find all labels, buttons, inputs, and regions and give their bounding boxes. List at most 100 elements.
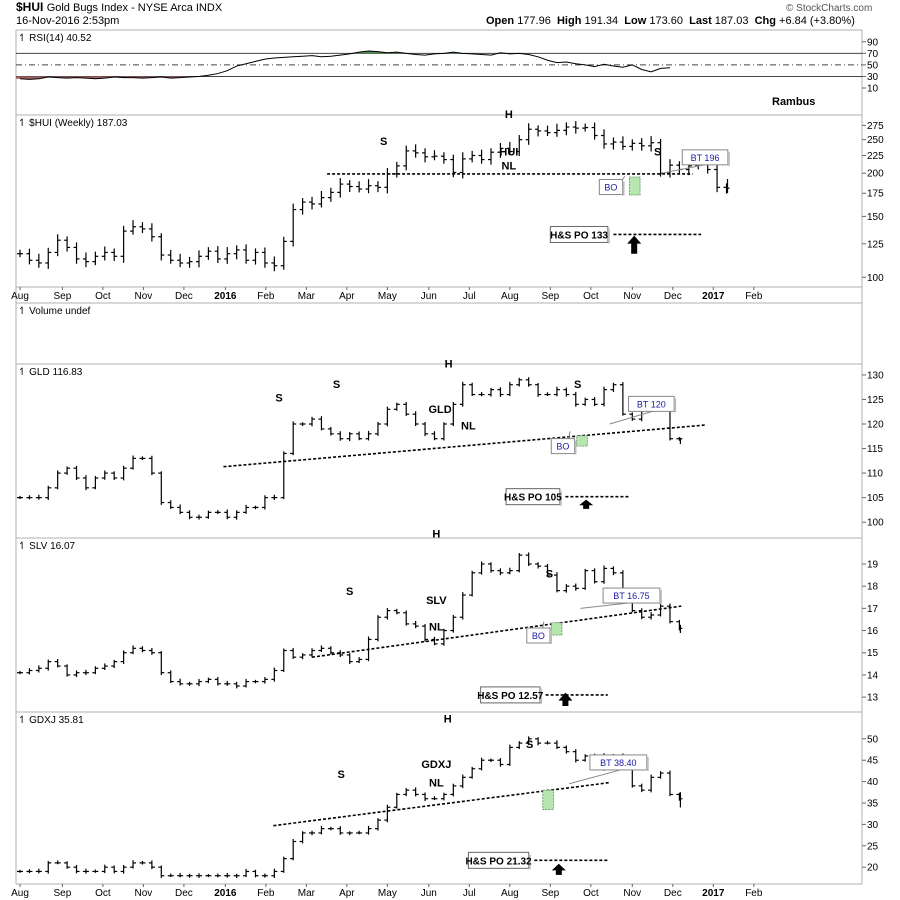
ohlc-bar-slv [469, 570, 476, 597]
ohlc-bar-gdxj [139, 860, 146, 865]
ohlc-bar-gld [563, 387, 570, 397]
ohlc-bar-gld [469, 382, 476, 397]
pattern-label-hui: H [505, 109, 513, 121]
ohlc-bar-gld [610, 382, 617, 392]
pattern-label-gld: S [275, 392, 282, 404]
ohlc-bar-hui [26, 248, 33, 265]
pane-title-volume: ↿ Volume undef [18, 306, 91, 317]
ohlc-bar-gdxj [469, 766, 476, 779]
ohlc-bar-hui [365, 179, 372, 194]
y-tick-label-hui: 200 [867, 169, 884, 180]
ohlc-bar-gld [186, 510, 193, 520]
callout-shadow-slv [659, 590, 662, 605]
ohlc-bar-gdxj [35, 868, 42, 874]
callout-text-hui: BO [604, 183, 617, 193]
ohlc-bar-hui [148, 223, 155, 242]
ohlc-bar-gdxj [158, 865, 165, 878]
ohlc-bar-slv [252, 679, 259, 684]
ohlc-bar-gld [356, 431, 363, 441]
ohlc-bar-gld [619, 382, 626, 416]
ohlc-bar-gdxj [167, 873, 174, 878]
x-tick-label-bottom: Dec [664, 888, 682, 899]
ohlc-bar-slv [290, 647, 297, 659]
ohlc-bar-gdxj [516, 741, 523, 750]
x-tick-label-hui: Sep [53, 291, 71, 302]
ohlc-bar-hui [252, 248, 259, 265]
ohlc-bar-gdxj [101, 864, 108, 874]
ohlc-bar-gdxj [73, 864, 80, 874]
ohlc-bar-hui [497, 143, 504, 158]
callout-pointer-gld [609, 409, 657, 425]
callout-text-slv: BT 16.75 [613, 591, 649, 601]
ohlc-bar-gld [309, 416, 316, 427]
rambus-label: Rambus [772, 96, 815, 108]
ohlc-bar-hui [610, 137, 617, 150]
ohlc-bar-gdxj [195, 873, 202, 878]
ohlc-bar-slv [553, 572, 560, 593]
high-value: 191.34 [584, 15, 619, 27]
y-tick-label-slv: 14 [867, 670, 879, 681]
ohlc-bar-slv [45, 659, 52, 671]
ohlc-bar-gld [73, 465, 80, 481]
ohlc-bar-gld [26, 495, 33, 500]
ohlc-bar-gld [177, 504, 184, 515]
ohlc-bar-hui [280, 236, 287, 270]
ohlc-bar-gdxj [440, 792, 447, 801]
ohlc-bar-gdxj [186, 873, 193, 878]
x-tick-label-bottom: 2017 [702, 888, 725, 899]
ohlc-bar-gdxj [120, 864, 127, 874]
quote-line: Open 177.96 High 191.34 Low 173.60 Last … [486, 15, 855, 27]
ohlc-bar-slv [497, 568, 504, 576]
ohlc-bar-gld [544, 392, 551, 397]
ohlc-bar-slv [120, 650, 127, 664]
ohlc-bar-gdxj [422, 792, 429, 801]
ohlc-bar-hui [92, 251, 99, 266]
ohlc-bar-gdxj [45, 860, 52, 874]
target-arrow-slv [558, 692, 573, 706]
ohlc-bar-slv [422, 624, 429, 642]
x-tick-label-hui: Mar [298, 291, 316, 302]
pattern-label-gdxj: NL [429, 778, 444, 790]
ohlc-bar-gld [516, 377, 523, 387]
ohlc-bar-slv [309, 648, 316, 658]
ohlc-bar-hui [535, 125, 542, 137]
y-tick-label-hui: 100 [867, 273, 884, 284]
ohlc-bar-hui [393, 161, 400, 178]
last-label: Last [689, 15, 712, 27]
ohlc-bar-hui [544, 125, 551, 137]
x-tick-label-bottom: Sep [541, 888, 559, 899]
ohlc-bar-gdxj [299, 831, 306, 844]
ohlc-bar-hui [167, 249, 174, 264]
pattern-label-gld: H [445, 359, 453, 371]
ohlc-bar-gld [450, 402, 457, 427]
ohlc-bar-gld [506, 381, 513, 397]
ohlc-bar-hui [337, 178, 344, 198]
ohlc-bar-gld [601, 386, 608, 407]
ohlc-bar-gdxj [261, 873, 268, 878]
x-tick-label-bottom: Dec [175, 888, 193, 899]
ohlc-bar-hui [563, 122, 570, 136]
ohlc-bar-hui [120, 225, 127, 263]
y-tick-label-slv: 17 [867, 604, 879, 615]
y-tick-label-gdxj: 50 [867, 734, 879, 745]
ohlc-bar-gld [535, 382, 542, 397]
ohlc-bar-gld [195, 514, 202, 520]
ohlc-bar-hui [205, 247, 212, 260]
ohlc-bar-gdxj [403, 787, 410, 797]
ohlc-bar-hui [233, 245, 240, 260]
y-tick-label-gdxj: 40 [867, 777, 879, 788]
ohlc-bar-gld [393, 402, 400, 411]
y-tick-label-rsi: 30 [867, 72, 879, 83]
pane-title-rsi: ↿ RSI(14) 40.52 [18, 33, 92, 44]
ohlc-bar-hui [261, 247, 268, 268]
ohlc-bar-gld [111, 471, 118, 481]
x-tick-label-hui: 2017 [702, 291, 725, 302]
ohlc-bar-gld [591, 397, 598, 407]
ohlc-bar-gdxj [450, 783, 457, 797]
pattern-label-gdxj: S [526, 739, 533, 751]
ohlc-bar-gdxj [130, 860, 137, 869]
target-arrow-gld [579, 499, 594, 509]
x-tick-label-hui: May [378, 291, 397, 302]
pattern-label-gld: GLD [429, 404, 452, 416]
ohlc-bar-gld [327, 426, 334, 436]
